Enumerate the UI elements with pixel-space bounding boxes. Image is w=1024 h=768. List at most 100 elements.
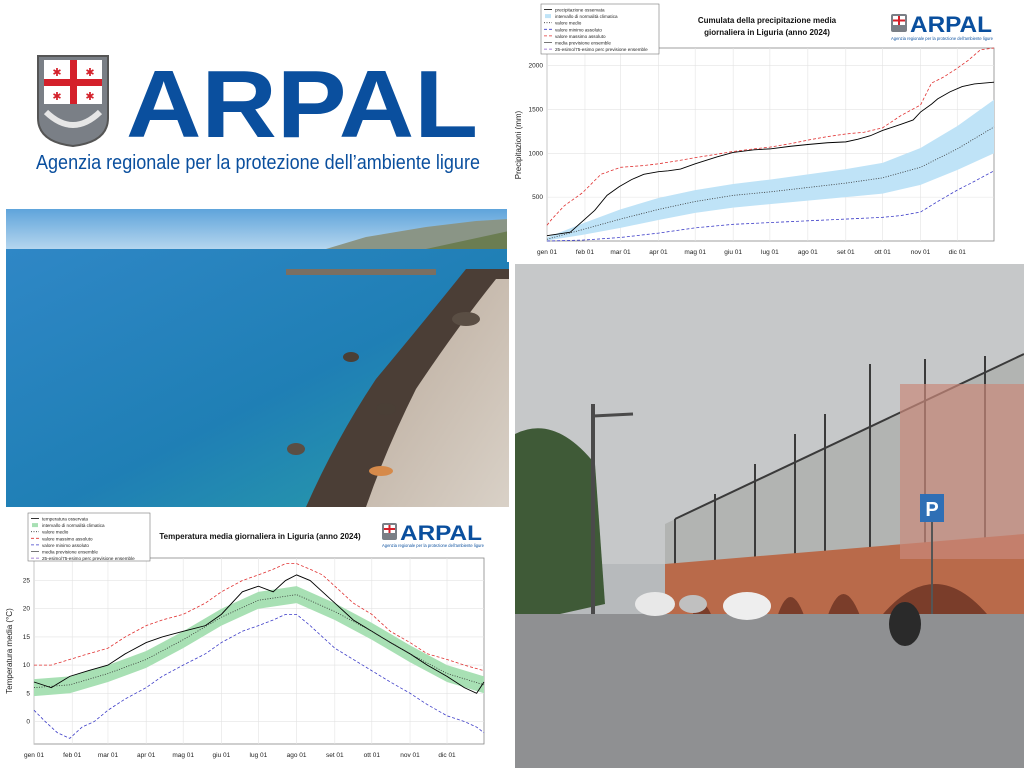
temp-y-ticks: 0 5 10 15 20 25 [23,578,31,726]
liguria-shield-icon: ✱ ✱ ✱ ✱ [37,55,109,148]
temp-logo-subtitle: Agenzia regionale per la protezione dell… [382,543,485,548]
precip-title-line-1: Cumulata della precipitazione media [698,16,837,25]
temperature-chart: gen 01 feb 01 mar 01 apr 01 mag 01 giu 01 lug … [5,512,485,759]
x-tick-label: gen 01 [537,249,557,256]
temperature-chart-panel: gen 01 feb 01 mar 01 apr 01 mag 01 giu 01 lug … [0,511,512,768]
legend-label: valore massimo assoluto [42,536,93,541]
legend-swatch [32,523,38,528]
x-tick-label: set 01 [837,249,855,256]
y-tick-label: 25 [23,578,31,585]
x-tick-label: lug 01 [761,249,779,256]
legend-label: valore minimo assoluto [555,27,602,32]
arpal-logo: ✱ ✱ ✱ ✱ ARPAL Agenzia regionale per la p… [36,51,480,174]
temp-arpal-logo: ARPAL Agenzia regionale per la protezion… [382,522,485,548]
precip-arpal-logo: ARPAL Agenzia regionale per la protezion… [891,12,994,41]
x-tick-label: feb 01 [576,249,594,256]
x-tick-label: ago 01 [798,249,818,256]
y-tick-label: 2000 [529,63,544,70]
normal-range-band [34,586,484,697]
legend-label: valore minimo assoluto [42,543,89,548]
arpal-brand-text: ARPAL [126,51,478,158]
temp-logo-brand: ARPAL [400,522,482,545]
svg-text:✱: ✱ [85,67,94,79]
precip-y-ticks: 500 1000 1500 2000 [529,63,544,202]
precip-logo-brand: ARPAL [910,12,992,37]
temp-legend-box [27,512,151,562]
series-valore-massimo-assoluto [546,47,995,226]
temp-series [33,563,485,739]
legend-label: 25-esimo/75-esimo perc previsione ensemb… [555,47,648,52]
y-tick-label: 500 [532,194,543,201]
y-tick-label: 5 [26,690,30,697]
x-tick-label: ott 01 [874,249,891,256]
x-tick-label: dic 01 [438,752,456,759]
y-tick-label: 1000 [529,150,544,157]
svg-text:✱: ✱ [52,91,61,103]
precip-series [546,47,995,242]
x-tick-label: ott 01 [364,752,381,759]
temp-x-ticks: gen 01 feb 01 mar 01 apr 01 mag 01 giu 01 lug … [24,752,456,759]
x-tick-label: giu 01 [724,249,742,256]
temp-normal-band [34,586,484,697]
series-valore-medio [546,126,995,240]
temp-title: Temperatura media giornaliera in Liguria… [159,532,361,541]
precip-title-line-2: giornaliera in Liguria (anno 2024) [704,28,830,37]
series-temperatura-osservata [33,574,485,694]
x-tick-label: mar 01 [98,752,119,759]
arpal-logo-panel: ✱ ✱ ✱ ✱ ARPAL Agenzia regionale per la p… [0,0,512,205]
x-tick-label: giu 01 [213,752,231,759]
legend-label: intervallo di normalità climatica [42,523,105,528]
y-tick-label: 20 [23,606,31,613]
legend-swatch [545,14,551,19]
legend-label: media previsione ensemble [555,41,611,46]
precipitation-chart-panel: gen 01 feb 01 mar 01 apr 01 mag 01 giu 01 lug … [507,0,1024,262]
x-tick-label: set 01 [326,752,344,759]
normal-range-band [547,99,994,241]
x-tick-label: apr 01 [137,752,156,759]
x-tick-label: mag 01 [684,249,706,256]
x-tick-label: lug 01 [250,752,268,759]
precipitation-chart: gen 01 feb 01 mar 01 apr 01 mag 01 giu 01 lug … [514,3,995,256]
x-tick-label: gen 01 [24,752,44,759]
series-precipitazione-osservata [546,81,995,237]
precip-y-axis-label: Precipitazioni (mm) [514,110,523,179]
y-tick-label: 0 [26,718,30,725]
legend-label: temperatura osservata [42,517,88,522]
x-tick-label: mar 01 [610,249,631,256]
parking-sign-icon [920,494,944,522]
legend-label: 25-esimo/75-esimo perc previsione ensemb… [42,556,135,561]
svg-text:✱: ✱ [85,91,94,103]
series-valore-medio [33,594,485,689]
parking-sign-label: P [925,499,938,521]
x-tick-label: nov 01 [911,249,931,256]
beach-photo [6,209,509,507]
series-valore-minimo-assoluto [546,170,995,242]
legend-label: valore medio [555,21,582,26]
precip-normal-band [547,99,994,241]
arpal-subtitle: Agenzia regionale per la protezione dell… [36,152,480,174]
y-tick-label: 10 [23,662,31,669]
legend-label: intervallo di normalità climatica [555,14,618,19]
x-tick-label: nov 01 [400,752,420,759]
precip-x-ticks: gen 01 feb 01 mar 01 apr 01 mag 01 giu 01 lug … [537,249,966,256]
x-tick-label: dic 01 [949,249,967,256]
y-tick-label: 15 [23,634,31,641]
rain-street-photo: P [515,264,1024,768]
svg-text:✱: ✱ [52,67,61,79]
precip-logo-subtitle: Agenzia regionale per la protezione dell… [891,36,994,41]
legend-label: precipitazione osservata [555,8,605,13]
legend-label: valore medio [42,530,69,535]
legend-label: media previsione ensemble [42,550,98,555]
temp-y-axis-label: Temperatura media (°C) [5,608,14,694]
x-tick-label: ago 01 [287,752,307,759]
y-tick-label: 1500 [529,106,544,113]
precip-plot-area [546,47,995,242]
x-tick-label: mag 01 [172,752,194,759]
x-tick-label: apr 01 [649,249,668,256]
x-tick-label: feb 01 [63,752,81,759]
series-valore-massimo-assoluto [34,563,485,672]
legend-label: valore massimo assoluto [555,34,606,39]
precip-legend-box [540,3,660,55]
